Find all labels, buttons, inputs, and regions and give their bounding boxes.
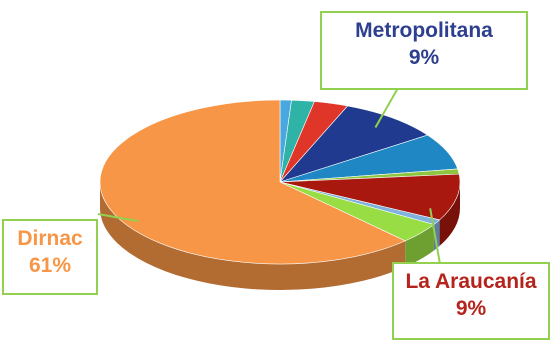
callout-dirnac: Dirnac 61% [2, 219, 98, 295]
callout-la-araucania-label: La Araucanía [405, 270, 537, 293]
leader-line-dirnac [97, 213, 139, 223]
callout-metropolitana-label: Metropolitana [355, 19, 493, 42]
callout-dirnac-value: 61% [28, 254, 72, 277]
callout-leader-lines [97, 87, 441, 265]
pie-slice-la-araucania [279, 173, 461, 221]
callout-dirnac-label: Dirnac [17, 227, 83, 250]
pie-wall-slice-8 [405, 224, 434, 267]
pie-slice-dirnac [99, 99, 406, 265]
callout-metropolitana-value: 9% [408, 46, 440, 69]
pie-slice-metropolitana [279, 105, 429, 183]
callout-la-araucania-value: 9% [455, 297, 487, 320]
leader-line-metropolitana [374, 87, 399, 129]
callout-metropolitana: Metropolitana 9% [320, 11, 528, 90]
pie-wall-la-araucania [439, 182, 460, 246]
pie-top-slices [99, 99, 461, 265]
pie-wall-dirnac [100, 182, 406, 290]
pie-side-walls [100, 182, 460, 290]
callout-la-araucania: La Araucanía 9% [392, 262, 550, 340]
leader-line-la-araucania [429, 208, 441, 265]
